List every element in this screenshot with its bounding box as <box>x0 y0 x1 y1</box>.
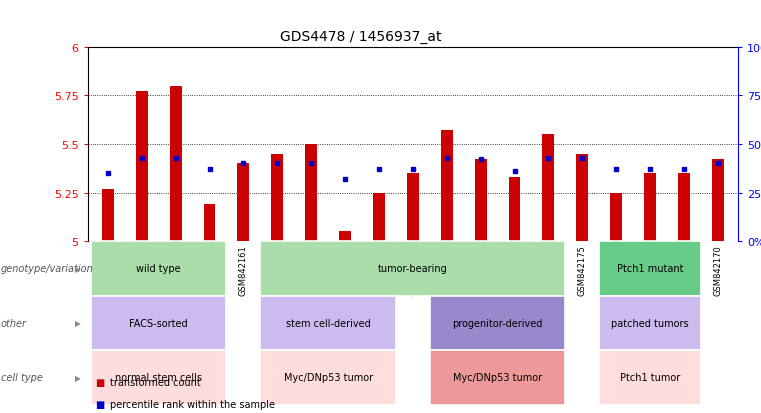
Text: percentile rank within the sample: percentile rank within the sample <box>110 399 275 409</box>
Text: Myc/DNp53 tumor: Myc/DNp53 tumor <box>284 373 373 382</box>
Text: Ptch1 tumor: Ptch1 tumor <box>620 373 680 382</box>
Text: ▶: ▶ <box>75 373 81 382</box>
Text: ■: ■ <box>95 377 104 387</box>
Bar <box>373 193 385 242</box>
Text: tumor-bearing: tumor-bearing <box>378 264 447 274</box>
Bar <box>204 205 215 242</box>
Bar <box>170 86 182 242</box>
Text: transformed count: transformed count <box>110 377 201 387</box>
Text: other: other <box>1 318 27 328</box>
Text: progenitor-derived: progenitor-derived <box>452 318 543 328</box>
Text: Ptch1 mutant: Ptch1 mutant <box>617 264 683 274</box>
Text: ▶: ▶ <box>75 264 81 273</box>
Bar <box>102 189 114 242</box>
Bar <box>576 154 588 242</box>
Bar <box>712 160 724 242</box>
Bar <box>272 154 283 242</box>
Bar <box>441 131 453 242</box>
Text: ▶: ▶ <box>75 319 81 328</box>
Text: stem cell-derived: stem cell-derived <box>285 318 371 328</box>
Bar <box>237 164 250 242</box>
Bar <box>475 160 486 242</box>
Bar <box>610 193 622 242</box>
Text: normal stem cells: normal stem cells <box>115 373 202 382</box>
Bar <box>407 174 419 242</box>
Bar <box>305 145 317 242</box>
Text: genotype/variation: genotype/variation <box>1 264 94 274</box>
Text: ■: ■ <box>95 399 104 409</box>
Title: GDS4478 / 1456937_at: GDS4478 / 1456937_at <box>280 30 441 44</box>
Text: FACS-sorted: FACS-sorted <box>129 318 188 328</box>
Bar <box>508 178 521 242</box>
Text: Myc/DNp53 tumor: Myc/DNp53 tumor <box>453 373 542 382</box>
Bar <box>543 135 554 242</box>
Text: patched tumors: patched tumors <box>611 318 689 328</box>
Bar <box>678 174 690 242</box>
Bar <box>644 174 656 242</box>
Bar <box>339 232 351 242</box>
Bar <box>135 92 148 242</box>
Text: wild type: wild type <box>136 264 181 274</box>
Text: cell type: cell type <box>1 373 43 382</box>
